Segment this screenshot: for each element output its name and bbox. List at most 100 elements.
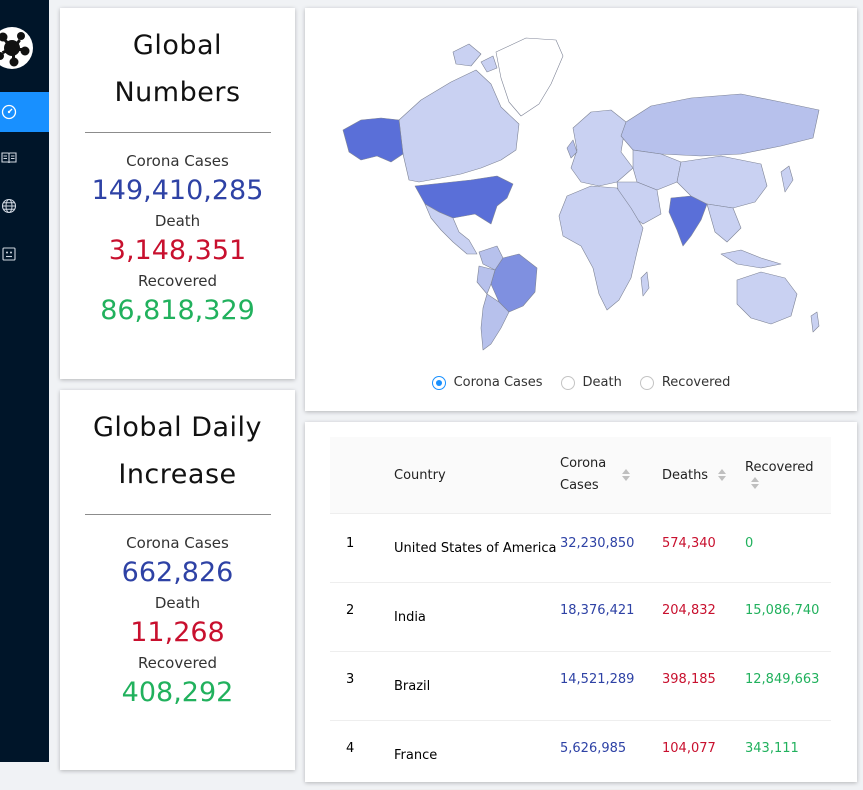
radio-label: Recovered <box>661 375 731 390</box>
divider <box>84 514 271 515</box>
table-row[interactable]: 3 Brazil 14,521,289 398,185 12,849,663 <box>330 651 831 721</box>
map-country-india <box>668 195 708 247</box>
daily-title-line1: Global Daily <box>92 412 263 443</box>
deaths-header[interactable]: Deaths <box>662 437 745 514</box>
death-label: Death <box>154 212 201 230</box>
radio-death[interactable]: Death <box>560 375 622 390</box>
global-numbers-title-line1: Global <box>132 30 223 61</box>
sidebar-item-book[interactable] <box>0 138 49 178</box>
global-recovered-value: 86,818,329 <box>100 295 255 326</box>
map-region-africa <box>558 185 644 311</box>
recovered-cell: 343,111 <box>745 720 831 790</box>
table-row[interactable]: 2 India 18,376,421 204,832 15,086,740 <box>330 582 831 652</box>
country-cell: Brazil <box>394 651 560 721</box>
radio-selected-icon[interactable] <box>431 375 446 390</box>
cases-label: Corona Cases <box>126 152 229 170</box>
world-map[interactable] <box>341 32 821 352</box>
deaths-cell: 574,340 <box>662 513 745 583</box>
cases-cell: 32,230,850 <box>560 513 662 583</box>
cases-cell: 18,376,421 <box>560 582 662 652</box>
sidebar-item-profile[interactable] <box>0 234 49 274</box>
map-country-argentina <box>480 293 510 351</box>
daily-deaths-value: 11,268 <box>130 617 225 648</box>
map-country-china <box>676 155 768 209</box>
map-country-alaska <box>342 117 404 163</box>
book-icon <box>1 152 17 164</box>
dashboard-icon <box>1 104 17 120</box>
rank-cell: 4 <box>330 720 394 790</box>
map-country-new-zealand <box>810 311 820 333</box>
map-country-canada <box>398 69 520 183</box>
daily-cases-value: 662,826 <box>121 557 234 588</box>
global-deaths-value: 3,148,351 <box>108 235 247 266</box>
radio-label: Death <box>582 375 622 390</box>
cases-header[interactable]: Corona Cases <box>560 437 662 514</box>
sidebar <box>0 0 49 762</box>
rank-cell: 2 <box>330 582 394 652</box>
table-row[interactable]: 4 France 5,626,985 104,077 343,111 <box>330 720 831 790</box>
recovered-cell: 12,849,663 <box>745 651 831 721</box>
map-country-peru <box>476 265 496 295</box>
globe-icon <box>1 198 17 214</box>
country-header-label: Country <box>394 467 446 483</box>
world-map-card: Corona Cases Death Recovered <box>305 8 857 411</box>
map-region-central-asia <box>632 149 682 191</box>
recovered-cell: 0 <box>745 513 831 583</box>
map-country-greenland <box>495 37 564 117</box>
recovered-label: Recovered <box>137 654 218 672</box>
global-numbers-title-line2: Numbers <box>114 77 241 108</box>
map-canada-islands <box>452 43 498 73</box>
country-cell: India <box>394 582 560 652</box>
country-table-card: Country Corona Cases Deaths Recovered 1 <box>305 422 857 790</box>
sidebar-item-globe[interactable] <box>0 186 49 226</box>
sort-caret-icon[interactable] <box>622 469 631 481</box>
map-region-europe <box>570 109 634 187</box>
global-cases-value: 149,410,285 <box>91 175 264 206</box>
daily-recovered-value: 408,292 <box>121 677 234 708</box>
rank-header <box>330 437 394 514</box>
cases-label: Corona Cases <box>126 534 229 552</box>
divider <box>84 132 271 133</box>
deaths-cell: 204,832 <box>662 582 745 652</box>
recovered-label: Recovered <box>137 272 218 290</box>
map-country-japan <box>780 165 794 193</box>
deaths-cell: 398,185 <box>662 651 745 721</box>
id-card-icon <box>2 247 16 261</box>
map-country-mexico <box>424 203 478 255</box>
global-daily-increase-card: Global Daily Increase Corona Cases 662,8… <box>60 390 295 770</box>
deaths-cell: 104,077 <box>662 720 745 790</box>
map-country-uk <box>566 139 578 159</box>
sort-caret-icon[interactable] <box>751 476 759 489</box>
sidebar-item-dashboard[interactable] <box>0 92 49 132</box>
death-label: Death <box>154 594 201 612</box>
sort-caret-icon[interactable] <box>718 469 727 481</box>
country-cell: France <box>394 720 560 790</box>
map-region-southeast-asia <box>706 203 742 243</box>
recovered-cell: 15,086,740 <box>745 582 831 652</box>
cases-header-label: Corona Cases <box>560 456 607 493</box>
recovered-header-label: Recovered <box>745 460 814 475</box>
cases-cell: 14,521,289 <box>560 651 662 721</box>
daily-title-line2: Increase <box>118 459 237 490</box>
global-numbers-card: Global Numbers Corona Cases 149,410,285 … <box>60 8 295 379</box>
radio-unselected-icon[interactable] <box>560 375 575 390</box>
radio-label: Corona Cases <box>453 375 543 390</box>
rank-cell: 3 <box>330 651 394 721</box>
virus-logo-icon <box>0 27 33 69</box>
recovered-header[interactable]: Recovered <box>745 437 831 514</box>
map-region-indonesia <box>720 249 782 269</box>
map-metric-selector: Corona Cases Death Recovered <box>305 375 857 390</box>
country-table: Country Corona Cases Deaths Recovered 1 <box>330 437 831 790</box>
table-row[interactable]: 1 United States of America 32,230,850 57… <box>330 513 831 583</box>
map-country-usa <box>414 175 514 225</box>
rank-cell: 1 <box>330 513 394 583</box>
map-country-russia <box>620 93 820 157</box>
country-header: Country <box>394 437 560 514</box>
country-cell: United States of America <box>394 513 560 583</box>
radio-corona-cases[interactable]: Corona Cases <box>431 375 543 390</box>
map-country-australia <box>736 271 798 325</box>
radio-recovered[interactable]: Recovered <box>639 375 731 390</box>
radio-unselected-icon[interactable] <box>639 375 654 390</box>
deaths-header-label: Deaths <box>662 467 709 483</box>
cases-cell: 5,626,985 <box>560 720 662 790</box>
